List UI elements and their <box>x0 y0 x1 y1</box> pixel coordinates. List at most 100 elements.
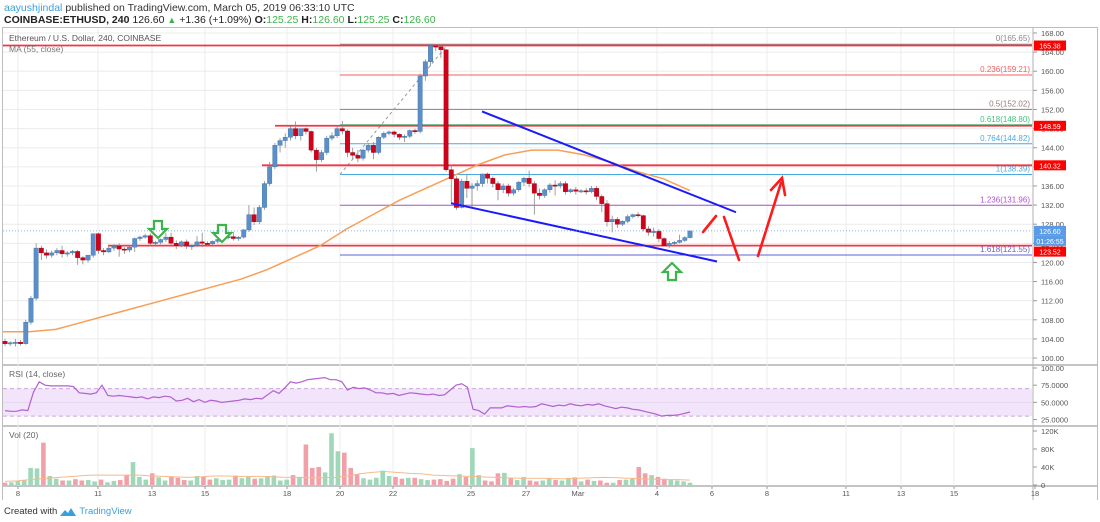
tradingview-link[interactable]: TradingView <box>79 506 132 517</box>
volume-bar <box>105 482 110 485</box>
candle-up <box>54 250 60 254</box>
candle-up <box>267 166 273 184</box>
low-value: 125.25 <box>357 14 390 26</box>
volume-bar <box>252 478 257 485</box>
x-tick-label: 27 <box>522 489 530 498</box>
candle-up <box>474 183 480 187</box>
candle-up <box>137 236 143 239</box>
volume-bar <box>98 479 104 485</box>
publish-info: aayushjindal published on TradingView.co… <box>4 2 355 14</box>
x-tick-label: 11 <box>842 489 850 498</box>
volume-bar <box>21 480 27 485</box>
channel-lower-line <box>450 202 718 263</box>
volume-bar <box>181 480 187 485</box>
projection-path <box>701 175 787 262</box>
volume-bar <box>450 478 456 485</box>
candle-up <box>500 185 506 190</box>
volume-bar <box>156 477 161 485</box>
candle-down <box>293 128 299 136</box>
candle-down <box>594 188 599 197</box>
candle-up <box>407 130 413 137</box>
volume-bar <box>258 478 264 485</box>
volume-bar <box>476 475 482 485</box>
channel-upper-line <box>481 110 737 214</box>
candle-down <box>168 236 174 244</box>
candle-up <box>277 140 283 146</box>
x-tick-label: 22 <box>389 489 397 498</box>
x-tick-label: 13 <box>148 489 156 498</box>
candle-down <box>433 45 439 48</box>
candle-up <box>625 216 631 222</box>
fibonacci-levels: 0(165.65) 0.236(159.21) 0.5(152.02) 0.618(1… <box>339 34 1032 256</box>
candle-down <box>80 257 86 261</box>
candle-up <box>547 184 553 190</box>
open-label: O: <box>254 14 267 26</box>
x-tick-label: 18 <box>283 489 291 498</box>
price-badge-text: 01:26:55 <box>1036 239 1063 246</box>
y-tick-label: 100.00 <box>1041 354 1064 363</box>
volume-bar <box>329 433 334 485</box>
volume-bar <box>527 480 533 485</box>
x-tick-label: Mar <box>572 489 585 498</box>
candle-down <box>44 252 49 256</box>
footer: Created with TradingView <box>4 506 132 517</box>
vol-tick-label: 0 <box>1041 481 1045 490</box>
volume-bar <box>457 474 462 485</box>
volume-bar <box>284 479 289 485</box>
price-badge-text: 140.32 <box>1039 163 1061 170</box>
volume-bar <box>162 480 168 485</box>
main-pane-title: Ethereum / U.S. Dollar, 240, COINBASE <box>9 33 161 43</box>
support-arrow-down-icon <box>146 219 170 240</box>
candle-up <box>90 233 96 256</box>
candle-down <box>173 243 179 246</box>
x-tick-label: 4 <box>655 489 659 498</box>
candle-down <box>59 250 65 255</box>
candle-down <box>204 243 210 245</box>
volume-bar <box>290 475 296 485</box>
volume-bar <box>85 480 91 485</box>
volume-bar <box>341 452 347 485</box>
projection-segment <box>756 181 783 258</box>
volume-bar <box>630 478 635 485</box>
candle-down <box>147 235 153 244</box>
volume-bar <box>585 479 590 485</box>
candle-up <box>672 242 677 244</box>
candle-up <box>386 131 392 134</box>
price-badge-bg <box>1034 120 1066 131</box>
projection-arrowhead-icon <box>769 175 787 197</box>
volume-bar <box>79 480 85 485</box>
candle-down <box>96 233 101 251</box>
candle-up <box>272 145 278 168</box>
fib-label: 1.236(131.96) <box>980 195 1030 204</box>
volume-bar <box>233 475 238 485</box>
fib-label: 0(165.65) <box>996 34 1031 43</box>
price-badge-bg <box>1034 160 1066 171</box>
candle-up <box>7 342 13 345</box>
candle-up <box>511 189 516 194</box>
volume-bar <box>514 480 520 485</box>
volume-bar <box>53 478 59 485</box>
fib-label: 0.5(152.02) <box>989 99 1030 108</box>
author-link[interactable]: aayushjindal <box>4 2 63 14</box>
candle-up <box>194 241 200 246</box>
candle-up <box>64 252 70 255</box>
candle-down <box>614 219 620 225</box>
price-badge-bg <box>1034 246 1066 257</box>
volume-bar <box>2 482 8 485</box>
y-tick-label: 128.00 <box>1041 220 1064 229</box>
candle-up <box>666 243 672 246</box>
volume-bar <box>149 473 155 485</box>
candle-up <box>620 221 625 225</box>
rsi-pane-title: RSI (14, close) <box>9 369 65 379</box>
volume-bar <box>47 476 53 485</box>
volume-bar <box>348 467 354 485</box>
candle-up <box>365 145 371 151</box>
y-tick-label: 144.00 <box>1041 144 1064 153</box>
candle-up <box>428 45 433 62</box>
candle-up <box>23 321 29 344</box>
volume-bar <box>143 479 149 485</box>
volume-bar <box>521 476 526 485</box>
volume-bar <box>687 482 693 485</box>
publish-text: published on TradingView.com, March 05, … <box>65 2 355 14</box>
